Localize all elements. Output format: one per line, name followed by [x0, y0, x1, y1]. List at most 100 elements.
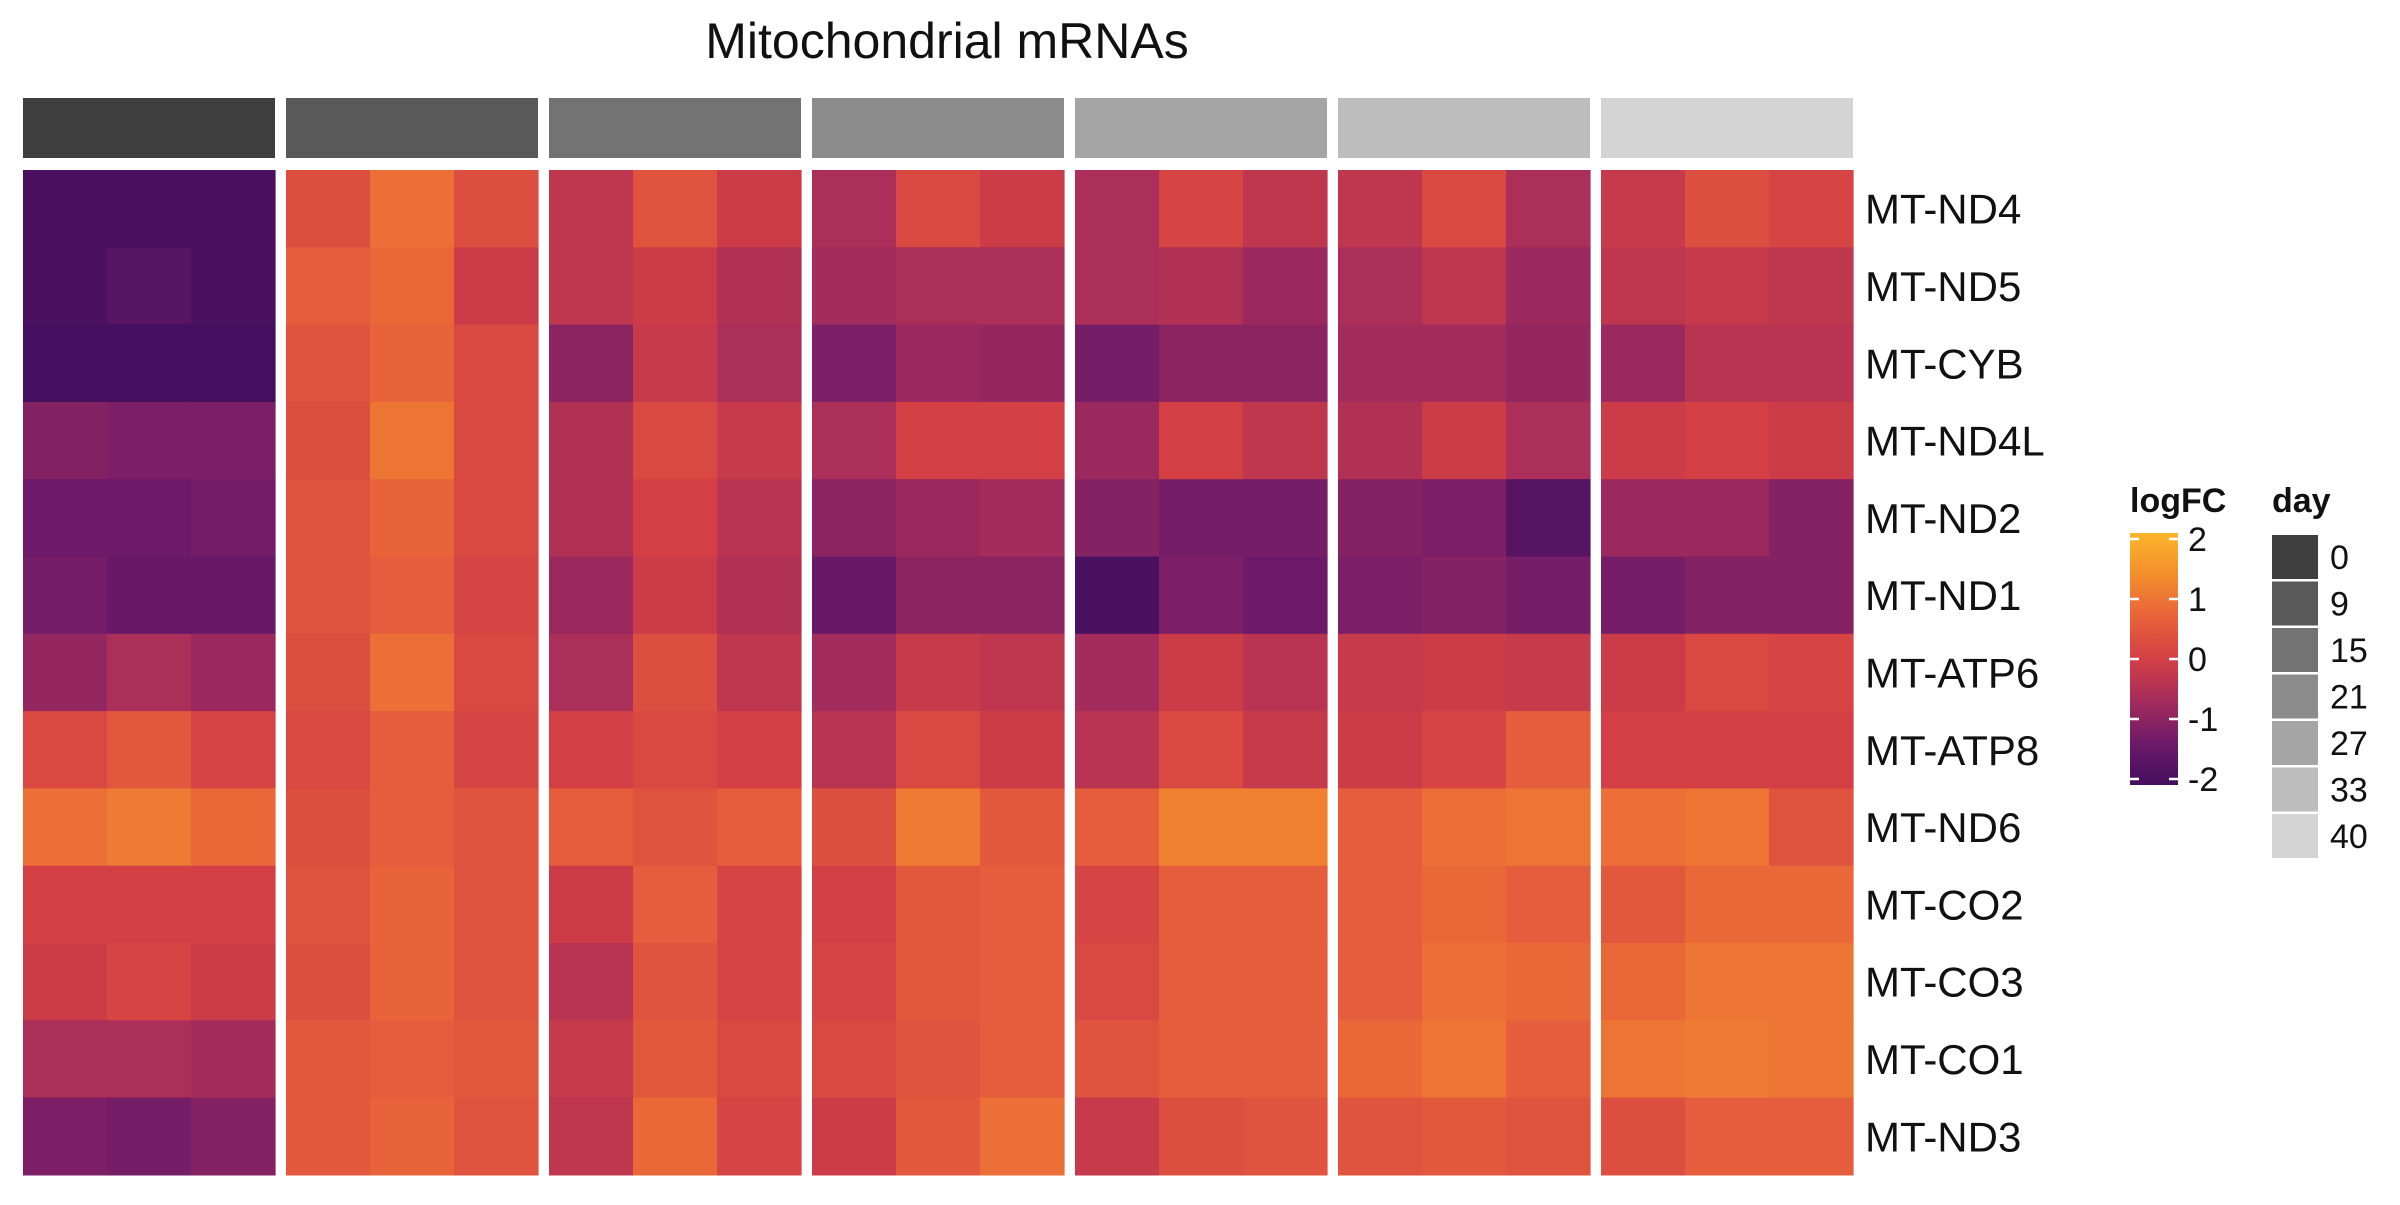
heatmap-cell — [1422, 479, 1507, 558]
heatmap-cell — [23, 479, 108, 558]
heatmap-cell — [1243, 788, 1328, 867]
heatmap-cell — [717, 711, 802, 789]
heatmap-cell — [370, 788, 455, 867]
heatmap-cell — [717, 865, 802, 944]
heatmap-cell — [107, 633, 192, 712]
row-label: MT-ND5 — [1865, 263, 2021, 310]
heatmap-cell — [812, 479, 897, 558]
heatmap-cell — [633, 943, 718, 1021]
heatmap-cell — [370, 1020, 455, 1099]
day-legend-label: 21 — [2330, 679, 2368, 717]
annotation-cell-day-33 — [1338, 98, 1590, 158]
heatmap-cell — [1243, 324, 1328, 403]
heatmap-cell — [896, 1020, 981, 1099]
heatmap-cell — [717, 170, 802, 248]
heatmap-cell — [1685, 1020, 1770, 1099]
heatmap-cell — [1685, 788, 1770, 867]
row-label: MT-ND6 — [1865, 804, 2021, 851]
heatmap-cell — [549, 633, 634, 712]
row-label: MT-ND2 — [1865, 495, 2021, 542]
heatmap-cell — [370, 479, 455, 558]
heatmap-cell — [191, 401, 276, 480]
heatmap-cell — [191, 633, 276, 712]
heatmap-cell — [633, 865, 718, 944]
heatmap-cell — [191, 1097, 276, 1176]
heatmap-cell — [1075, 170, 1160, 248]
colorbar-tick-label: -1 — [2188, 701, 2218, 739]
heatmap-cell — [191, 1020, 276, 1099]
heatmap-cell — [1338, 865, 1423, 944]
heatmap-cell — [1506, 1097, 1591, 1176]
heatmap-cell — [633, 479, 718, 558]
heatmap-cell — [896, 943, 981, 1021]
heatmap-cell — [23, 556, 108, 635]
heatmap-cell — [23, 865, 108, 944]
heatmap-cell — [1338, 401, 1423, 480]
chart-title: Mitochondrial mRNAs — [705, 13, 1188, 69]
heatmap-cell — [549, 401, 634, 480]
heatmap-cell — [980, 556, 1065, 635]
heatmap-cell — [717, 1097, 802, 1176]
heatmap-cell — [286, 711, 371, 789]
heatmap-cell — [896, 401, 981, 480]
heatmap-cell — [370, 556, 455, 635]
heatmap-cell — [1159, 401, 1244, 480]
day-legend-key — [2272, 767, 2318, 812]
heatmap-cell — [1422, 633, 1507, 712]
day-legend-label: 0 — [2330, 539, 2349, 577]
heatmap-cell — [1769, 633, 1854, 712]
row-label: MT-ND1 — [1865, 572, 2021, 619]
heatmap-cell — [23, 401, 108, 480]
heatmap-cell — [717, 247, 802, 326]
heatmap-cell — [812, 865, 897, 944]
heatmap-cell — [1243, 943, 1328, 1021]
heatmap-cell — [1601, 247, 1686, 326]
heatmap-cell — [1243, 865, 1328, 944]
heatmap-cell — [549, 1020, 634, 1099]
heatmap-cell — [1769, 1020, 1854, 1099]
heatmap-cell — [1685, 1097, 1770, 1176]
heatmap-cell — [370, 865, 455, 944]
heatmap-cell — [896, 711, 981, 789]
heatmap-cell — [1338, 324, 1423, 403]
heatmap-cell — [1159, 711, 1244, 789]
heatmap-cell — [1506, 788, 1591, 867]
heatmap-cell — [191, 865, 276, 944]
heatmap-cell — [980, 479, 1065, 558]
heatmap-cell — [1422, 324, 1507, 403]
heatmap-cell — [1075, 556, 1160, 635]
annotation-cell-day-40 — [1601, 98, 1853, 158]
heatmap-cell — [1769, 556, 1854, 635]
heatmap-cell — [1159, 479, 1244, 558]
heatmap-cell — [1075, 633, 1160, 712]
heatmap-cell — [980, 401, 1065, 480]
row-label: MT-CO3 — [1865, 959, 2024, 1006]
heatmap-cell — [454, 170, 539, 248]
heatmap-cell — [23, 633, 108, 712]
heatmap-cell — [1422, 1020, 1507, 1099]
heatmap-cell — [1769, 401, 1854, 480]
heatmap-cell — [1243, 247, 1328, 326]
heatmap-cell — [1159, 556, 1244, 635]
heatmap-cell — [549, 943, 634, 1021]
heatmap-cell — [107, 170, 192, 248]
heatmap-cell — [896, 324, 981, 403]
day-legend-key — [2272, 535, 2318, 579]
heatmap-cell — [454, 247, 539, 326]
heatmap-cell — [454, 556, 539, 635]
heatmap-cell — [286, 1097, 371, 1176]
heatmap-cell — [717, 943, 802, 1021]
heatmap-cell — [1075, 788, 1160, 867]
heatmap-cell — [286, 479, 371, 558]
heatmap-cell — [633, 401, 718, 480]
heatmap-cell — [1243, 479, 1328, 558]
heatmap-cell — [1506, 247, 1591, 326]
heatmap-cell — [1243, 1020, 1328, 1099]
heatmap-cell — [1601, 324, 1686, 403]
heatmap-cell — [896, 479, 981, 558]
heatmap-cell — [286, 401, 371, 480]
heatmap-cell — [1769, 170, 1854, 248]
heatmap-cell — [1685, 170, 1770, 248]
